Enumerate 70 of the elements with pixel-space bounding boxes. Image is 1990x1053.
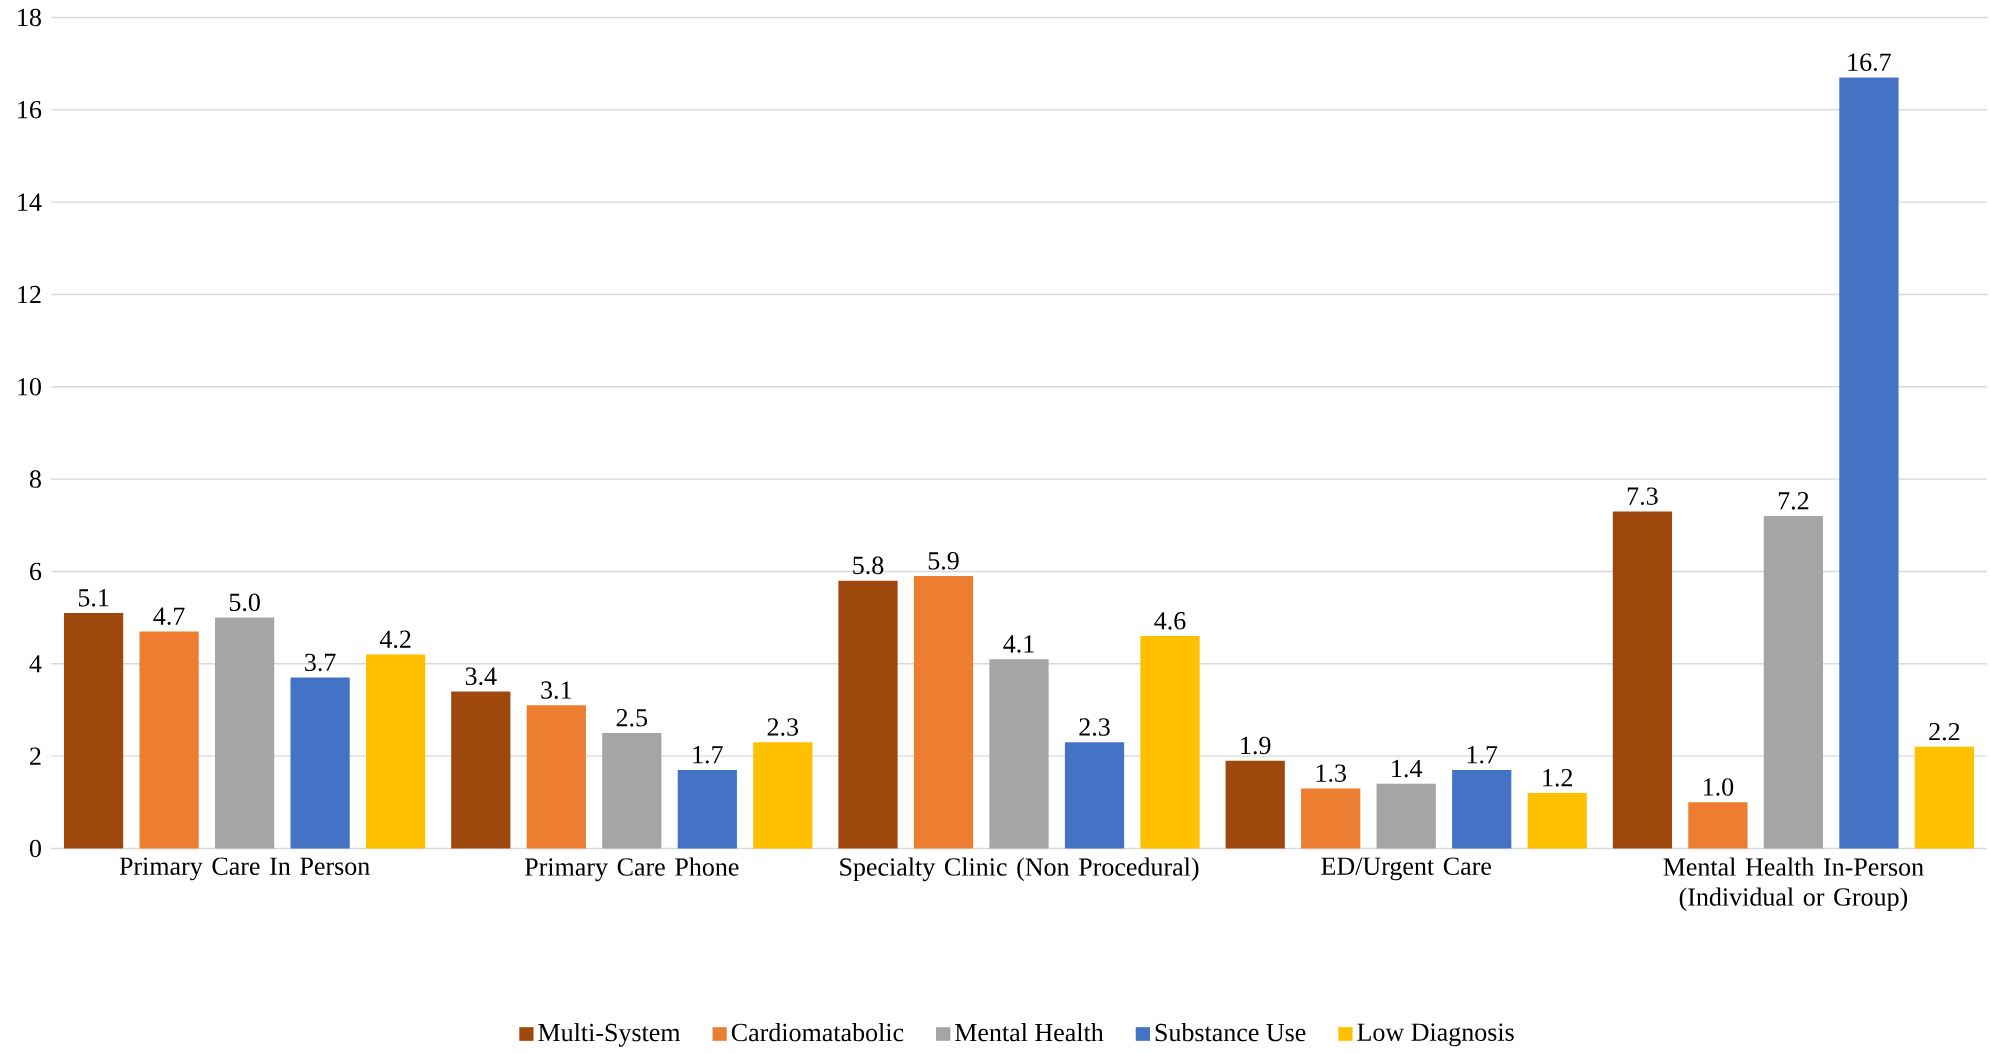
- legend-label: Substance Use: [1155, 1023, 1306, 1042]
- y-tick-label: 16: [18, 101, 42, 119]
- bar: [1225, 760, 1285, 849]
- data-label: 1.4: [1392, 759, 1423, 778]
- y-tick-label: 6: [30, 562, 42, 581]
- data-label: 4.2: [379, 630, 411, 649]
- bar: [1452, 769, 1512, 849]
- data-label: 4.6: [1154, 612, 1186, 630]
- y-tick-label: 0: [29, 839, 41, 858]
- x-tick-label: Specialty Clinic (Non Procedural): [840, 857, 1199, 882]
- data-label: 5.0: [229, 593, 260, 612]
- bar: [677, 769, 737, 849]
- data-label: 1.9: [1241, 736, 1271, 755]
- bar: [913, 576, 974, 849]
- x-tick-label: ED/Urgent Care: [1321, 857, 1491, 881]
- x-tick-label: Mental Health In-Person (Individual or Group): [1663, 857, 1924, 912]
- data-label: 3.1: [541, 681, 571, 699]
- data-label: 1.0: [1703, 778, 1734, 796]
- bar: [63, 613, 124, 849]
- bar: [1688, 802, 1748, 849]
- legend-label: Mental Health: [955, 1023, 1104, 1042]
- data-label: 3.7: [305, 653, 336, 672]
- data-label: 5.1: [78, 589, 109, 607]
- bar: [1376, 783, 1436, 849]
- bar: [989, 659, 1049, 849]
- data-label: 1.2: [1543, 769, 1573, 787]
- x-tick-label: Primary Care Phone: [524, 857, 739, 882]
- data-label: 16.7: [1848, 53, 1891, 72]
- bar: [1140, 636, 1200, 849]
- data-label: 2.3: [1079, 718, 1110, 736]
- bar: [1612, 511, 1673, 849]
- y-tick-label: 14: [18, 193, 42, 211]
- data-label: 1.7: [693, 746, 723, 764]
- data-label: 5.8: [853, 556, 884, 575]
- data-label: 4.1: [1003, 635, 1034, 653]
- bar: [214, 617, 275, 849]
- data-label: 3.4: [465, 667, 497, 686]
- data-label: 1.7: [1467, 746, 1498, 764]
- bar: [753, 742, 813, 849]
- data-label: 2.3: [767, 718, 799, 736]
- y-tick-label: 8: [29, 470, 41, 488]
- bar: [1763, 516, 1824, 849]
- y-tick-label: 4: [29, 655, 42, 673]
- data-label: 7.2: [1778, 492, 1809, 510]
- bar: [139, 631, 199, 849]
- y-tick-label: 2: [30, 747, 41, 765]
- legend-label: Low Diagnosis: [1357, 1023, 1514, 1047]
- data-label: 2.5: [616, 709, 648, 727]
- bar: [838, 580, 898, 849]
- bar: [1064, 742, 1125, 849]
- bar: [1914, 746, 1975, 849]
- bar: [526, 705, 586, 849]
- bar: [1839, 77, 1899, 849]
- bar: [1527, 793, 1587, 849]
- data-label: 4.7: [153, 607, 185, 626]
- data-label: 7.3: [1627, 487, 1658, 506]
- bar: [290, 677, 350, 849]
- data-label: 2.2: [1929, 722, 1960, 741]
- y-tick-label: 10: [18, 378, 41, 396]
- data-label: 5.9: [928, 552, 959, 570]
- data-label: 1.3: [1316, 764, 1346, 783]
- bar: [602, 733, 662, 849]
- legend-label: Cardiomatabolic: [731, 1023, 904, 1042]
- x-tick-label: Primary Care In Person: [119, 857, 370, 881]
- bar: [1301, 788, 1361, 849]
- legend-label: Multi-System: [538, 1023, 681, 1047]
- bar: [366, 654, 426, 849]
- y-tick-label: 12: [18, 285, 41, 304]
- bar: [451, 691, 511, 849]
- y-tick-label: 18: [18, 8, 41, 27]
